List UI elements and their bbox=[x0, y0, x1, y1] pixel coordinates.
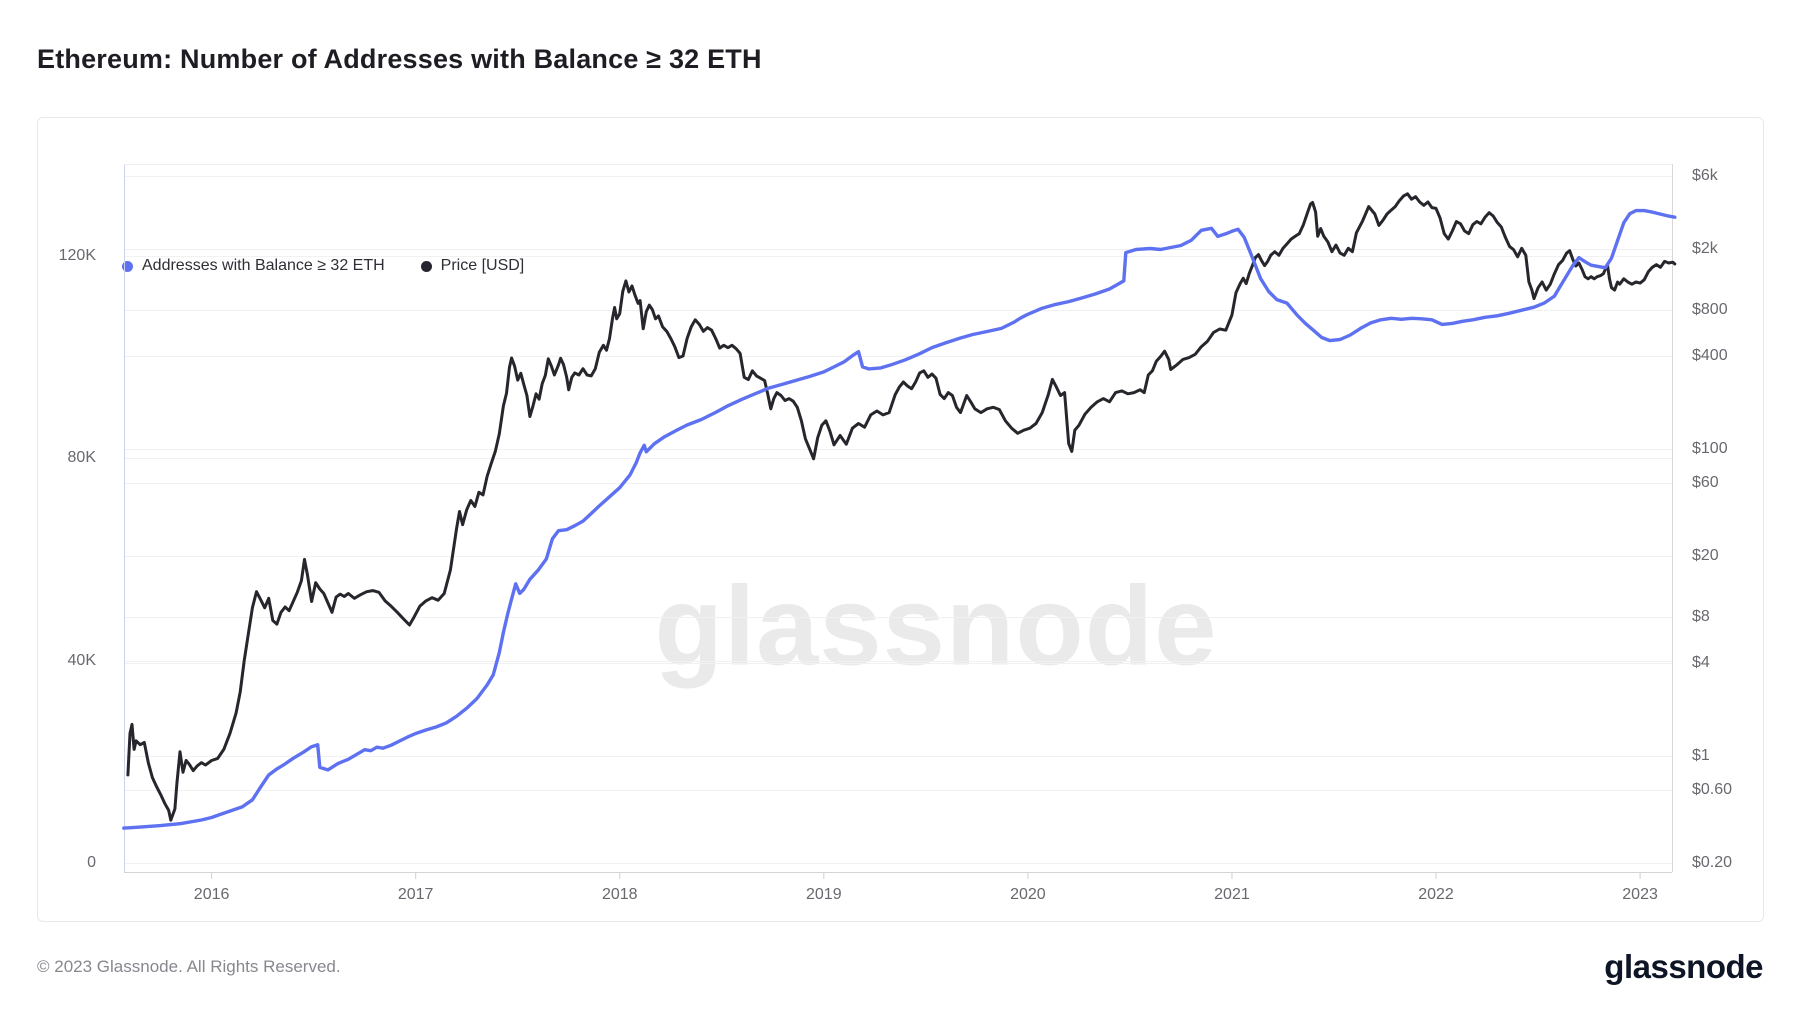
left-axis-tick-label: 0 bbox=[87, 854, 96, 871]
x-axis-tick-label: 2016 bbox=[193, 886, 230, 903]
copyright-text: © 2023 Glassnode. All Rights Reserved. bbox=[37, 957, 341, 976]
right-axis-tick-label: $0.20 bbox=[1692, 854, 1733, 871]
right-axis-tick-label: $8 bbox=[1692, 608, 1710, 626]
x-axis-tick-label: 2023 bbox=[1622, 886, 1658, 903]
right-axis-tick-label: $2k bbox=[1692, 240, 1718, 257]
x-axis-tick-label: 2021 bbox=[1214, 886, 1250, 903]
right-axis-tick-label: $0.60 bbox=[1692, 780, 1733, 798]
right-axis-tick-label: $400 bbox=[1692, 347, 1728, 365]
x-axis-tick-label: 2019 bbox=[806, 886, 842, 903]
right-axis-tick-label: $800 bbox=[1692, 301, 1728, 319]
left-axis-tick-label: 80K bbox=[67, 449, 96, 467]
legend-label-addresses: Addresses with Balance ≥ 32 ETH bbox=[142, 257, 385, 274]
x-axis-tick-label: 2022 bbox=[1418, 886, 1454, 903]
x-axis-tick-label: 2017 bbox=[397, 886, 434, 903]
right-axis-tick-label: $100 bbox=[1692, 439, 1728, 457]
legend-dot-price-icon bbox=[420, 260, 432, 272]
right-axis-tick-label: $20 bbox=[1692, 547, 1719, 564]
right-axis-tick-label: $4 bbox=[1692, 654, 1710, 672]
legend-item-addresses[interactable]: Addresses with Balance ≥ 32 ETH bbox=[122, 257, 385, 275]
legend-label-price: Price [USD] bbox=[440, 257, 525, 274]
legend-item-price[interactable]: Price [USD] bbox=[420, 257, 525, 275]
left-axis-tick-label: 120K bbox=[58, 247, 96, 265]
chart-legend: Addresses with Balance ≥ 32 ETH Price [U… bbox=[122, 257, 524, 275]
left-axis-tick-label: 40K bbox=[67, 651, 96, 669]
x-axis-tick-label: 2020 bbox=[1010, 886, 1046, 903]
right-axis-tick-label: $1 bbox=[1692, 746, 1710, 764]
page-title: Ethereum: Number of Addresses with Balan… bbox=[37, 44, 762, 74]
x-axis-tick-label: 2018 bbox=[601, 886, 638, 903]
legend-dot-addresses-icon bbox=[122, 260, 133, 272]
right-axis-tick-label: $6k bbox=[1692, 166, 1718, 184]
right-axis-tick-label: $60 bbox=[1692, 473, 1719, 491]
glassnode-logo[interactable]: glassnode bbox=[1604, 948, 1763, 985]
